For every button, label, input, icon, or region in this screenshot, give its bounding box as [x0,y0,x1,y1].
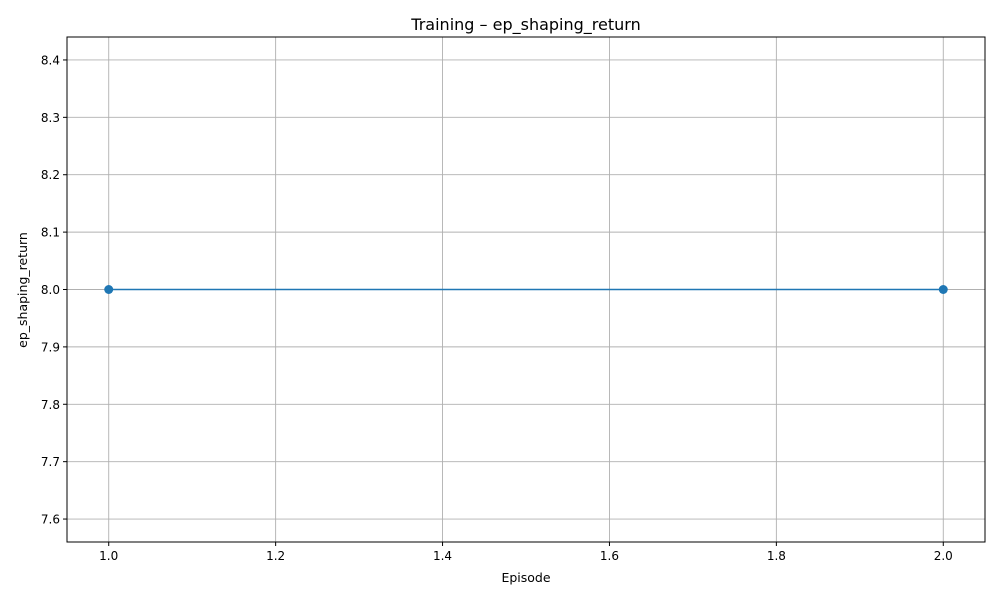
series-layer [104,285,948,294]
y-tick-label: 8.1 [41,226,60,240]
x-tick-label: 1.8 [767,549,786,563]
y-axis-label: ep_shaping_return [15,232,30,348]
y-tick-label: 7.9 [41,340,60,354]
chart-title: Training – ep_shaping_return [410,15,640,35]
ticks: 1.0 1.2 1.4 1.6 1.8 2.0 7.6 7.7 7.8 7.9 8.0 8.1 8.2 8… [41,53,953,563]
y-tick-label: 8.4 [41,53,60,67]
data-point [938,285,948,294]
y-tick-label: 8.3 [41,111,60,125]
x-tick-label: 2.0 [934,549,953,563]
y-tick-label: 7.8 [41,398,60,412]
y-tick-label: 8.2 [41,168,60,182]
y-tick-label: 8.0 [41,283,60,297]
y-tick-label: 7.7 [41,455,60,469]
x-tick-label: 1.4 [433,549,452,563]
data-point [104,285,114,294]
x-tick-label: 1.2 [266,549,285,563]
x-tick-label: 1.0 [99,549,118,563]
x-tick-label: 1.6 [600,549,619,563]
y-tick-label: 7.6 [41,513,60,527]
x-axis-label: Episode [501,570,550,585]
